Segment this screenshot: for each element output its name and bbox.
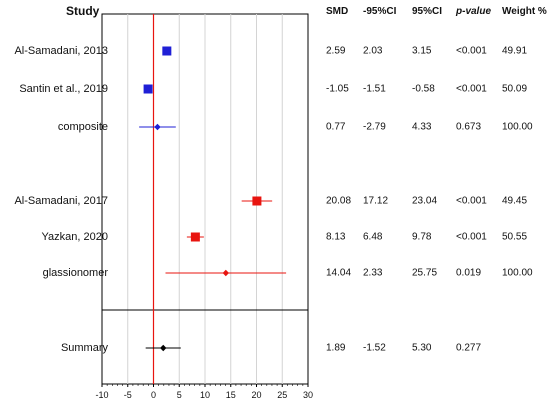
p-value: <0.001 — [456, 231, 487, 243]
p-value: <0.001 — [456, 83, 487, 95]
header-upper-ci: 95%CI — [412, 6, 443, 17]
study-label: Al-Samadani, 2017 — [14, 195, 108, 207]
study-label: composite — [57, 121, 108, 133]
study-label: Al-Samadani, 2013 — [14, 45, 108, 57]
summary-diamond — [160, 344, 167, 352]
study-label: Yazkan, 2020 — [41, 231, 108, 243]
lower-ci-value: -1.51 — [363, 83, 386, 95]
study-label: Summary — [60, 342, 108, 354]
upper-ci-value: -0.58 — [412, 83, 435, 95]
header-weight: Weight % — [502, 6, 547, 17]
x-tick-label: 10 — [200, 390, 210, 400]
header-smd: SMD — [326, 6, 349, 17]
smd-value: 2.59 — [326, 45, 346, 57]
plot-marks — [139, 46, 287, 352]
p-value: 0.673 — [456, 121, 482, 133]
p-value: <0.001 — [456, 195, 487, 207]
upper-ci-value: 5.30 — [412, 342, 432, 354]
lower-ci-value: 2.33 — [363, 267, 383, 279]
x-tick-label: 15 — [226, 390, 236, 400]
upper-ci-value: 25.75 — [412, 267, 438, 279]
effect-square — [190, 232, 200, 242]
x-axis: -10 -5 0 5 10 15 20 25 30 — [95, 384, 313, 400]
weight-value: 100.00 — [502, 267, 533, 279]
smd-value: 20.08 — [326, 195, 352, 207]
study-label: Santin et al., 2019 — [19, 83, 108, 95]
header-lower-ci: -95%CI — [363, 6, 397, 17]
p-value: 0.019 — [456, 267, 482, 279]
x-tick-label: 0 — [151, 390, 156, 400]
smd-value: 14.04 — [326, 267, 352, 279]
x-tick-label: 30 — [303, 390, 313, 400]
study-label: glassionomer — [42, 267, 108, 279]
upper-ci-value: 4.33 — [412, 121, 432, 133]
weight-value: 50.55 — [502, 231, 528, 243]
effect-square — [143, 84, 153, 94]
lower-ci-value: -2.79 — [363, 121, 386, 133]
lower-ci-value: -1.52 — [363, 342, 386, 354]
x-tick-label: 20 — [251, 390, 261, 400]
smd-value: 8.13 — [326, 231, 346, 243]
effect-square — [252, 196, 262, 206]
pooled-diamond — [154, 123, 161, 131]
x-tick-label: 5 — [177, 390, 182, 400]
smd-value: 1.89 — [326, 342, 346, 354]
weight-value: 49.91 — [502, 45, 528, 57]
x-tick-label: -5 — [124, 390, 132, 400]
header-p-value: p-value — [456, 6, 492, 17]
p-value: <0.001 — [456, 45, 487, 57]
weight-value: 100.00 — [502, 121, 533, 133]
x-tick-label: -10 — [95, 390, 108, 400]
upper-ci-value: 9.78 — [412, 231, 432, 243]
header-study: Study — [66, 4, 100, 18]
weight-value: 50.09 — [502, 83, 528, 95]
smd-value: -1.05 — [326, 83, 349, 95]
smd-value: 0.77 — [326, 121, 346, 133]
lower-ci-value: 2.03 — [363, 45, 383, 57]
weight-value: 49.45 — [502, 195, 528, 207]
upper-ci-value: 23.04 — [412, 195, 438, 207]
pooled-diamond — [222, 269, 230, 277]
upper-ci-value: 3.15 — [412, 45, 432, 57]
p-value: 0.277 — [456, 342, 482, 354]
effect-square — [162, 46, 172, 56]
lower-ci-value: 6.48 — [363, 231, 383, 243]
x-tick-label: 25 — [277, 390, 287, 400]
lower-ci-value: 17.12 — [363, 195, 389, 207]
